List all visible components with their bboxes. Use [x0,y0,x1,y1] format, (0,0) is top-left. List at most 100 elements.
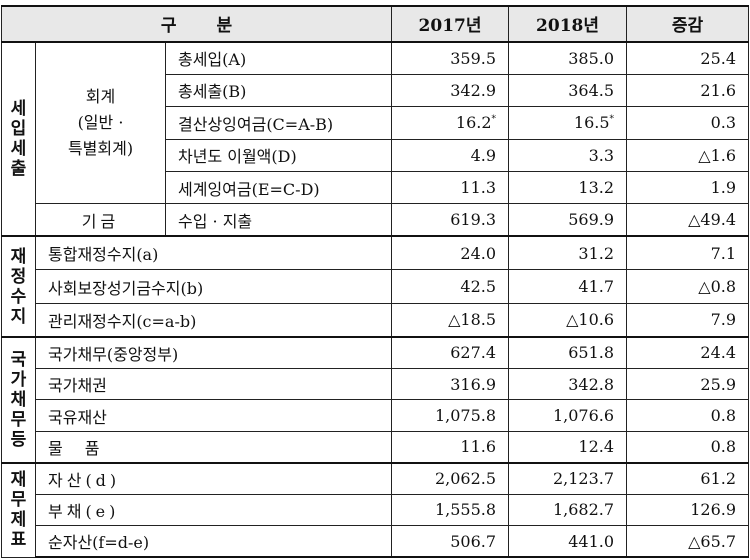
section-char: 가 [10,369,27,390]
section-char: 지 [10,306,27,327]
header-category: 구분 [0,5,393,43]
table-row: 결산상잉여금(C=A-B) 16.2* 16.5* 0.3 [2,106,750,140]
table-row: 관리재정수지(c=a-b) △18.5 △10.6 7.9 [2,302,750,338]
table-row: 세계잉여금(E=C-D) 11.3 13.2 1.9 [2,170,750,205]
table-row: 기금 수입 · 지출 619.3 569.9 △49.4 [2,203,750,237]
value-2017: 619.3 [391,203,510,237]
value-change: △65.7 [626,525,750,558]
section-char: 정 [10,266,27,287]
section-char: 세 [10,99,27,120]
value-2018: 2,123.7 [508,461,628,495]
subgroup-line: (일반 · [77,113,124,133]
section-char: 국 [10,349,27,370]
value-change: 24.4 [626,335,750,369]
value-2017: 342.9 [391,73,510,108]
value-2017: 506.7 [391,525,510,558]
value-2017: 1,555.8 [391,493,510,527]
section-fiscal-balance: 재 정 수 지 [1,235,36,338]
row-label: 자산(d) [34,461,393,495]
section-char: 세 [10,139,27,160]
value-change: 61.2 [626,461,750,495]
value-2017: 627.4 [391,335,510,369]
section-char: 재 [10,470,27,491]
table-row: 국유재산 1,075.8 1,076.6 0.8 [2,399,750,432]
section-char: 재 [10,246,27,267]
value-2018: 364.5 [508,73,628,108]
header-row: 구분 2017년 2018년 증감 [0,5,750,43]
table-row: 국가채권 316.9 342.8 25.9 [2,367,750,401]
subgroup-funds: 기금 [35,203,166,237]
section-revenue-expenditure: 세 입 세 출 [1,41,36,237]
value-text: 16.5 [573,113,610,133]
table-row: 차년도 이월액(D) 4.9 3.3 △1.6 [2,138,750,172]
value-2017: 316.9 [391,367,510,401]
value-text: 16.2 [455,113,492,133]
row-label: 국유재산 [34,399,393,432]
header-2017: 2017년 [391,5,510,43]
value-change: 0.8 [626,399,750,432]
row-label: 국가채권 [34,367,393,401]
row-label: 사회보장성기금수지(b) [34,269,393,304]
subgroup-line: 특별회계) [67,139,134,159]
value-2018: 569.9 [508,203,628,237]
value-2017: △18.5 [391,302,510,338]
value-2017: 11.6 [391,430,510,464]
subgroup-accounts: 회계 (일반 · 특별회계) [35,41,166,205]
value-2017: 4.9 [391,138,510,172]
row-label: 총세출(B) [164,73,393,108]
row-label: 통합재정수지(a) [34,235,393,271]
value-2018: 16.5* [508,106,628,140]
row-label: 국가채무(중앙정부) [34,335,393,369]
value-2017: 11.3 [391,170,510,205]
section-char: 무 [10,409,27,430]
table-row: 재 무 제 표 자산(d) 2,062.5 2,123.7 61.2 [1,461,750,558]
value-2017: 24.0 [391,235,510,271]
value-change: 126.9 [626,493,750,527]
footnote-mark: * [491,114,497,125]
row-label: 세계잉여금(E=C-D) [164,170,393,205]
section-char: 등 [10,429,27,450]
value-2017: 16.2* [391,106,510,140]
value-change: 25.4 [626,41,750,75]
section-char: 출 [10,159,27,180]
value-2017: 359.5 [391,41,510,75]
value-change: 0.8 [626,430,750,464]
table-row: 국 가 채 무 등 국가채무(중앙정부) 627.4 651.8 24.4 [1,335,750,464]
fiscal-summary-table: 구분 2017년 2018년 증감 세 입 세 출 회계 (일반 · 특별회계)… [0,5,750,558]
value-change: 7.1 [626,235,750,271]
value-2017: 42.5 [391,269,510,304]
value-2018: △10.6 [508,302,628,338]
value-2017: 2,062.5 [391,461,510,495]
section-char: 수 [10,286,27,307]
row-label: 결산상잉여금(C=A-B) [164,106,393,140]
value-change: 1.9 [626,170,750,205]
value-change: 7.9 [626,302,750,338]
header-change: 증감 [626,5,750,43]
value-change: △49.4 [626,203,750,237]
value-2018: 3.3 [508,138,628,172]
table-row: 사회보장성기금수지(b) 42.5 41.7 △0.8 [2,269,750,304]
table-row: 총세출(B) 342.9 364.5 21.6 [2,73,750,108]
section-char: 표 [10,530,27,551]
subgroup-line: 회계 [85,87,116,107]
row-label: 물품 [34,430,393,464]
row-label: 순자산(f=d-e) [34,525,393,558]
value-2018: 41.7 [508,269,628,304]
value-2017: 1,075.8 [391,399,510,432]
footnote-mark: * [609,114,615,125]
row-label: 차년도 이월액(D) [164,138,393,172]
row-label: 관리재정수지(c=a-b) [34,302,393,338]
table-row: 세 입 세 출 회계 (일반 · 특별회계) 총세입(A) 359.5 385.… [1,41,750,237]
value-2018: 13.2 [508,170,628,205]
value-2018: 1,682.7 [508,493,628,527]
value-change: △1.6 [626,138,750,172]
value-2018: 31.2 [508,235,628,271]
value-2018: 385.0 [508,41,628,75]
value-2018: 651.8 [508,335,628,369]
value-2018: 441.0 [508,525,628,558]
row-label: 수입 · 지출 [164,203,393,237]
value-change: 21.6 [626,73,750,108]
section-char: 제 [10,510,27,531]
row-label: 총세입(A) [164,41,393,75]
